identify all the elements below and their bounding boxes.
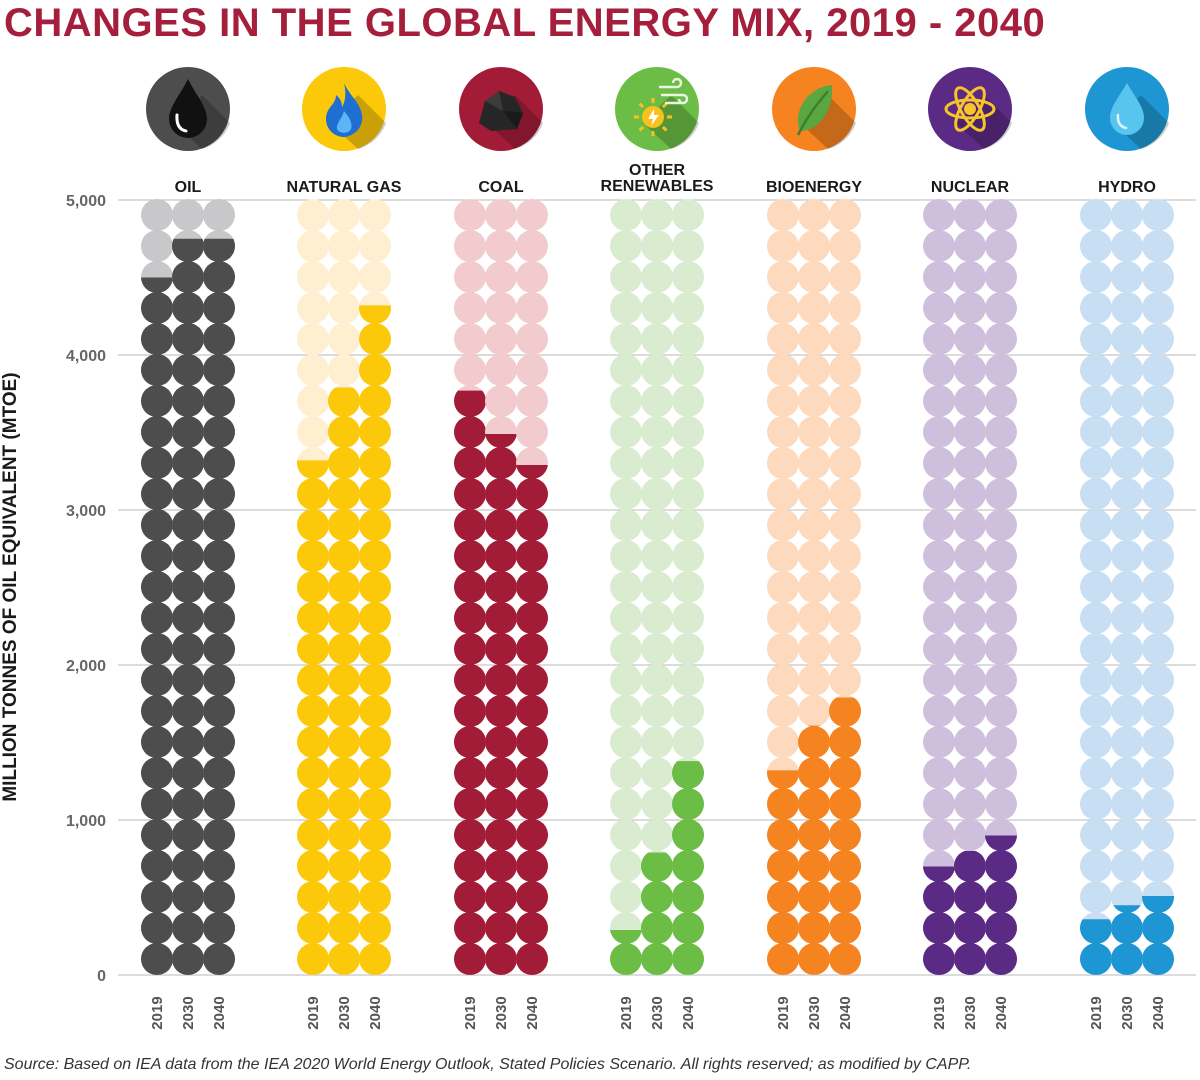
y-tick-label: 1,000 — [66, 813, 106, 830]
category-label-coal: COAL — [478, 179, 524, 196]
x-tick-label: 2019 — [1088, 996, 1105, 1029]
x-tick-label: 2030 — [180, 996, 197, 1029]
leaf-icon — [772, 67, 856, 151]
x-tick-label: 2030 — [336, 996, 353, 1029]
gas-flame-icon — [302, 67, 386, 151]
bar-hydro-2019 — [1080, 199, 1112, 975]
atom-icon — [928, 67, 1012, 151]
category-label-oil: OIL — [175, 179, 202, 196]
bar-bioenergy-2019 — [767, 199, 799, 975]
y-tick-label: 0 — [97, 968, 106, 985]
x-tick-label: 2030 — [806, 996, 823, 1029]
source-note: Source: Based on IEA data from the IEA 2… — [4, 1056, 972, 1073]
bar-nuclear-2040 — [985, 199, 1017, 975]
bar-nuclear-2030 — [954, 199, 986, 975]
category-label-natural-gas: NATURAL GAS — [287, 179, 402, 196]
bar-natural-gas-2040 — [359, 199, 391, 975]
y-tick-label: 3,000 — [66, 503, 106, 520]
bar-natural-gas-2030 — [328, 199, 360, 975]
bar-coal-2019 — [454, 199, 486, 975]
y-tick-label: 5,000 — [66, 193, 106, 210]
y-tick-label: 4,000 — [66, 348, 106, 365]
bar-hydro-2030 — [1111, 199, 1143, 975]
category-label-hydro: HYDRO — [1098, 179, 1156, 196]
oil-drop-icon — [146, 67, 230, 151]
x-tick-label: 2019 — [462, 996, 479, 1029]
category-label-nuclear: NUCLEAR — [931, 179, 1010, 196]
chart-title: CHANGES IN THE GLOBAL ENERGY MIX, 2019 -… — [4, 1, 1046, 45]
x-tick-label: 2040 — [524, 996, 541, 1029]
x-tick-label: 2019 — [149, 996, 166, 1029]
renewables-icon — [615, 67, 699, 151]
bar-oil-2040 — [203, 199, 235, 975]
x-tick-label: 2040 — [993, 996, 1010, 1029]
x-tick-label: 2019 — [618, 996, 635, 1029]
x-tick-label: 2030 — [649, 996, 666, 1029]
x-tick-label: 2040 — [211, 996, 228, 1029]
bar-coal-2030 — [485, 199, 517, 975]
water-drop-icon — [1085, 67, 1169, 151]
y-tick-label: 2,000 — [66, 658, 106, 675]
bar-nuclear-2019 — [923, 199, 955, 975]
x-tick-label: 2030 — [493, 996, 510, 1029]
bar-other-renewables-2040 — [672, 199, 704, 975]
x-tick-label: 2019 — [305, 996, 322, 1029]
x-tick-label: 2040 — [837, 996, 854, 1029]
bar-coal-2040 — [516, 199, 548, 975]
category-label-other-renewables: OTHER RENEWABLES — [601, 162, 714, 195]
x-tick-label: 2019 — [931, 996, 948, 1029]
bar-other-renewables-2030 — [641, 199, 673, 975]
bar-oil-2019 — [141, 199, 173, 975]
x-tick-label: 2040 — [680, 996, 697, 1029]
bar-oil-2030 — [172, 199, 204, 975]
bar-hydro-2040 — [1142, 199, 1174, 975]
x-tick-label: 2030 — [962, 996, 979, 1029]
bar-bioenergy-2030 — [798, 199, 830, 975]
x-tick-label: 2030 — [1119, 996, 1136, 1029]
bar-bioenergy-2040 — [829, 199, 861, 975]
x-tick-label: 2040 — [1150, 996, 1167, 1029]
x-tick-label: 2040 — [367, 996, 384, 1029]
bar-natural-gas-2019 — [297, 199, 329, 975]
x-tick-label: 2019 — [775, 996, 792, 1029]
bar-other-renewables-2019 — [610, 199, 642, 975]
coal-icon — [459, 67, 543, 151]
category-label-bioenergy: BIOENERGY — [766, 179, 862, 196]
